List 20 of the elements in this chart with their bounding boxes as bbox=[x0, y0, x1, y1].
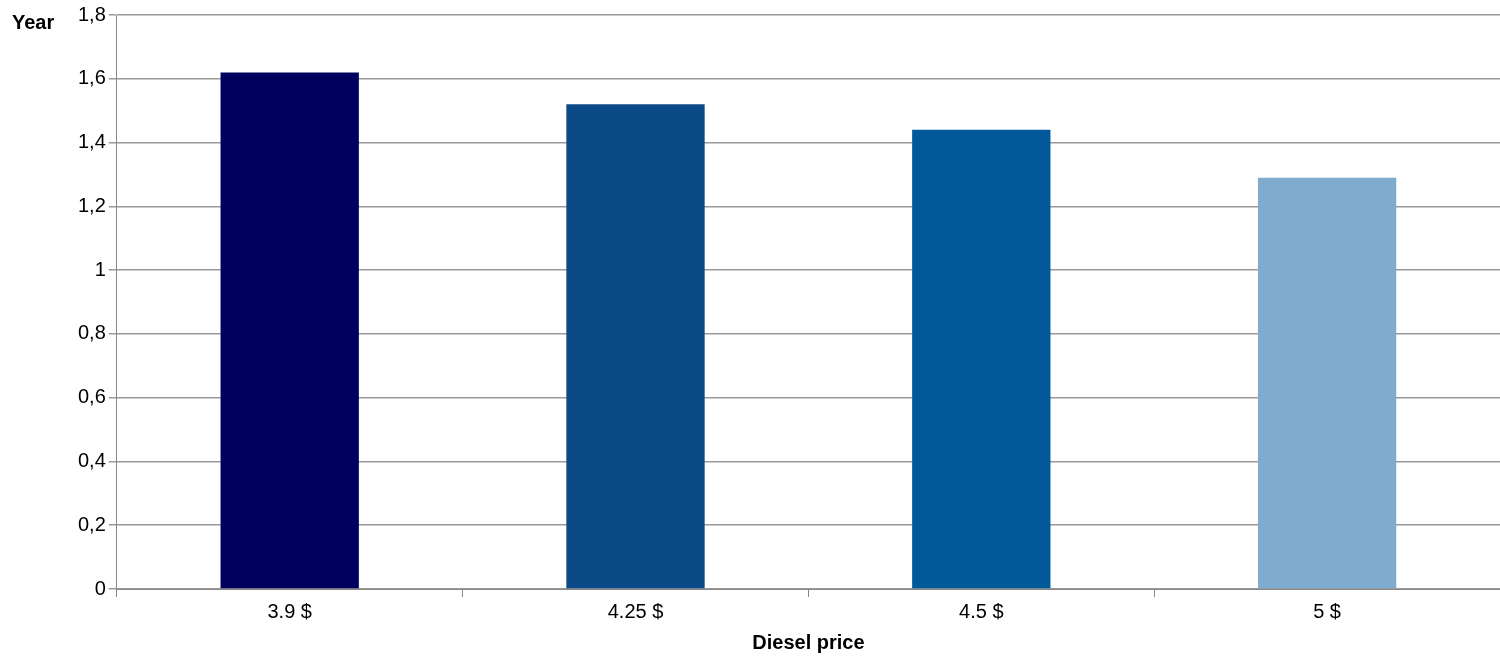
y-tick-label: 0,6 bbox=[77, 385, 106, 408]
x-axis-title: Diesel price bbox=[752, 630, 865, 653]
bar bbox=[220, 72, 359, 589]
y-tick-label: 0 bbox=[94, 576, 106, 599]
y-tick-label: 0,2 bbox=[77, 512, 106, 535]
y-tick-label: 1,4 bbox=[77, 130, 106, 153]
x-tick-label: 4.25 $ bbox=[607, 599, 664, 622]
bar bbox=[1257, 177, 1397, 589]
y-tick-label: 1,6 bbox=[77, 66, 106, 89]
y-axis-title: Year bbox=[12, 10, 55, 33]
y-tick-label: 1,2 bbox=[77, 193, 106, 216]
x-tick-label: 3.9 $ bbox=[267, 599, 312, 622]
y-tick-label: 1,8 bbox=[77, 2, 106, 25]
bar bbox=[566, 104, 705, 589]
y-tick-label: 0,8 bbox=[77, 321, 106, 344]
bar bbox=[912, 129, 1051, 589]
x-tick-label: 5 $ bbox=[1313, 599, 1342, 622]
x-tick-label: 4.5 $ bbox=[959, 599, 1004, 622]
y-tick-label: 0,4 bbox=[77, 448, 106, 471]
y-tick-label: 1 bbox=[94, 257, 106, 280]
